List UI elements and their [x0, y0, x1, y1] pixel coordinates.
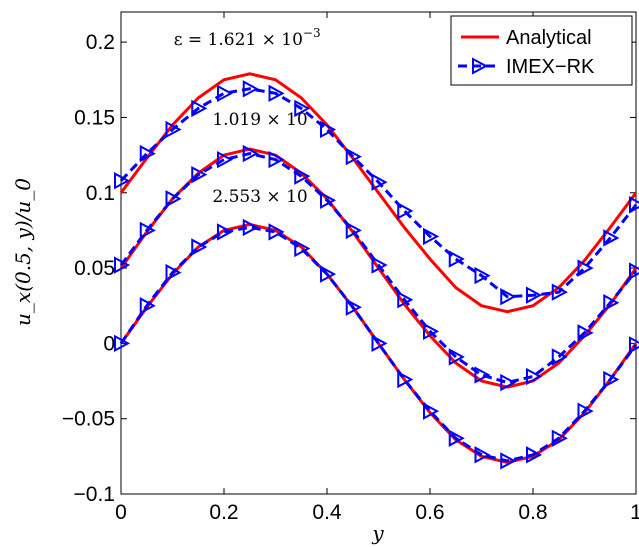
imex-rk-data-point — [500, 288, 517, 306]
x-tick-label: 0.4 — [312, 501, 342, 524]
y-tick-label: −0.1 — [74, 483, 115, 506]
imex-rk-data-point — [474, 446, 491, 464]
imex-rk-data-point — [577, 402, 594, 420]
x-tick-label: 0.2 — [209, 501, 238, 524]
imex-rk-series-line — [119, 87, 638, 299]
y-tick-label: 0.15 — [74, 106, 115, 129]
imex-rk-data-point — [423, 402, 440, 420]
y-axis-label: u_x(0.5, y)/u_0 — [11, 178, 35, 326]
imex-rk-data-point — [165, 263, 182, 282]
imex-rk-data-point — [629, 196, 639, 214]
imex-rk-data-point — [191, 238, 208, 256]
imex-rk-data-point — [217, 150, 234, 169]
imex-rk-data-point — [242, 218, 259, 237]
imex-rk-data-point — [217, 84, 234, 103]
imex-rk-data-point — [139, 221, 156, 240]
legend-imex-label: IMEX−RK — [506, 56, 595, 78]
imex-rk-series-line — [119, 225, 638, 463]
x-tick-label: 1 — [630, 501, 639, 524]
epsilon-annotation: 2.553 × 10 — [212, 187, 307, 207]
y-tick-label: 0.05 — [74, 257, 115, 280]
imex-rk-data-point — [371, 256, 388, 274]
imex-rk-data-point — [526, 367, 543, 386]
imex-rk-data-point — [371, 334, 388, 353]
imex-rk-data-point — [603, 370, 620, 389]
legend-analytical-label: Analytical — [506, 27, 592, 49]
imex-rk-data-point — [448, 348, 465, 366]
y-tick-label: 0.2 — [86, 31, 115, 54]
imex-rk-data-point — [448, 250, 465, 268]
imex-rk-data-point — [139, 144, 156, 163]
imex-rk-data-point — [397, 291, 414, 309]
imex-rk-data-point — [320, 120, 337, 139]
imex-rk-data-point — [165, 190, 182, 208]
imex-rk-data-point — [114, 172, 131, 190]
imex-rk-data-point — [371, 173, 388, 191]
imex-rk-data-point — [294, 167, 311, 185]
imex-rk-data-point — [191, 99, 208, 118]
imex-rk-data-point — [526, 286, 543, 304]
imex-rk-data-point — [320, 191, 337, 209]
x-tick-label: 0.6 — [415, 501, 444, 524]
imex-rk-data-point — [268, 223, 285, 241]
imex-rk-data-point — [139, 297, 156, 315]
imex-rk-data-point — [474, 266, 491, 285]
imex-rk-data-point — [603, 229, 620, 247]
imex-rk-data-point — [397, 202, 414, 220]
imex-rk-data-point — [268, 84, 285, 103]
imex-rk-data-point — [423, 322, 440, 340]
imex-rk-data-point — [500, 373, 517, 392]
imex-rk-data-point — [294, 239, 311, 258]
imex-rk-data-point — [397, 370, 414, 389]
imex-rk-data-point — [577, 324, 594, 342]
imex-rk-data-point — [345, 147, 362, 166]
imex-rk-data-point — [268, 150, 285, 169]
imex-rk-data-point — [500, 452, 517, 470]
y-tick-label: −0.05 — [62, 408, 115, 431]
imex-rk-data-point — [345, 221, 362, 240]
x-axis-label: y — [371, 521, 384, 545]
epsilon-annotation: 1.019 × 10 — [212, 110, 307, 130]
x-tick-label: 0.8 — [518, 501, 547, 524]
imex-rk-data-point — [242, 80, 259, 98]
imex-rk-data-point — [603, 294, 620, 312]
series-layer — [114, 72, 639, 470]
legend-imex-marker — [472, 57, 489, 75]
imex-rk-data-point — [551, 348, 568, 366]
plot-area — [114, 11, 639, 495]
imex-rk-data-point — [526, 446, 543, 464]
imex-rk-data-point — [320, 265, 337, 283]
imex-rk-data-point — [448, 429, 465, 447]
imex-rk-data-point — [242, 144, 259, 163]
imex-rk-data-point — [629, 262, 639, 280]
annotations: ε = 1.621 × 10−3 1.019 × 10 2.553 × 10 — [174, 26, 321, 207]
imex-rk-series-line — [119, 152, 638, 385]
imex-rk-data-point — [474, 366, 491, 384]
legend: Analytical IMEX−RK — [450, 15, 633, 86]
imex-rk-data-point — [551, 429, 568, 447]
imex-rk-data-point — [217, 223, 234, 241]
imex-rk-data-point — [114, 334, 131, 353]
imex-rk-data-point — [114, 256, 131, 274]
imex-rk-data-point — [345, 298, 362, 316]
y-tick-label: 0 — [103, 332, 115, 355]
imex-rk-data-point — [629, 336, 639, 354]
legend-box — [450, 15, 633, 86]
imex-rk-data-point — [551, 283, 568, 301]
tick-labels: 0 0.2 0.4 0.6 0.8 1 −0.1 −0.05 0 0.05 0.1 0.15 0.2 — [62, 31, 639, 524]
imex-rk-data-point — [423, 227, 440, 246]
imex-rk-data-point — [165, 120, 182, 139]
imex-rk-data-point — [191, 166, 208, 184]
y-tick-label: 0.1 — [86, 182, 115, 205]
x-tick-label: 0 — [115, 501, 127, 524]
imex-rk-data-point — [577, 259, 594, 277]
epsilon-annotation: ε = 1.621 × 10−3 — [174, 26, 321, 50]
imex-rk-data-point — [294, 99, 311, 118]
